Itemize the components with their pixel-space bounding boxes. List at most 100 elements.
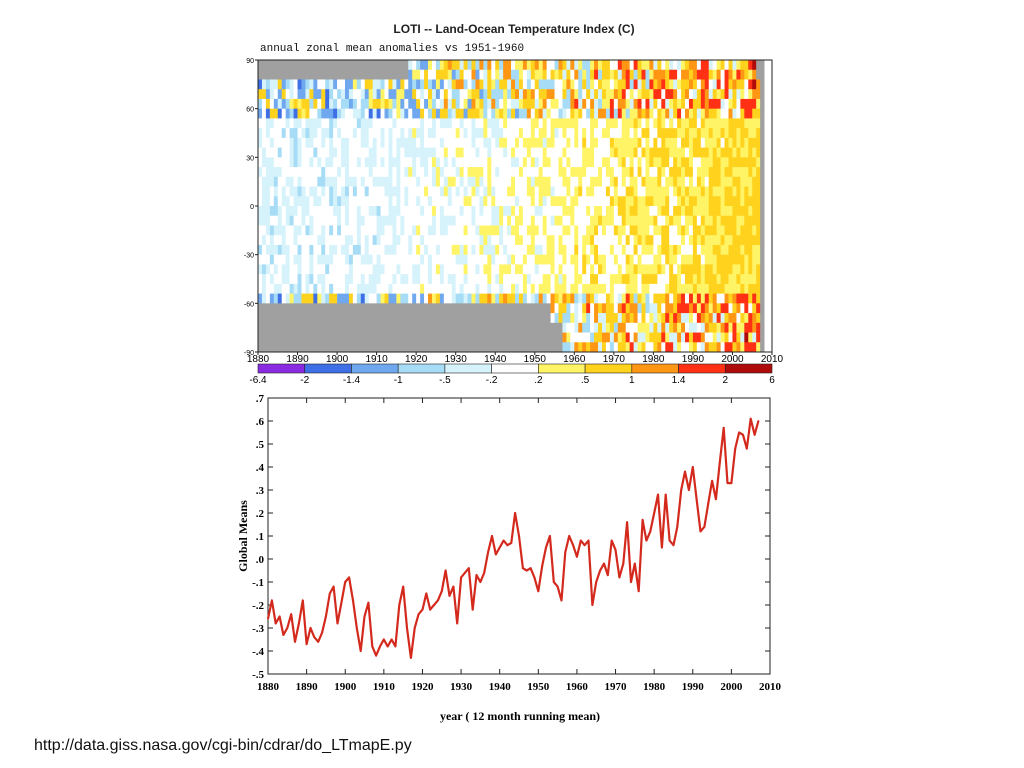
heatmap-cell xyxy=(629,89,635,100)
heatmap-cell xyxy=(368,274,374,285)
heatmap-cell xyxy=(443,215,449,226)
heatmap-cell xyxy=(507,254,512,265)
heatmap-cell xyxy=(269,274,275,285)
heatmap-cell xyxy=(325,225,330,236)
heatmap-cell xyxy=(265,303,271,314)
heatmap-cell xyxy=(586,283,591,294)
heatmap-cell xyxy=(293,293,298,304)
heatmap-cell xyxy=(352,89,358,100)
heatmap-cell xyxy=(435,79,441,90)
heatmap-cell xyxy=(748,118,753,129)
heatmap-cell xyxy=(297,118,302,129)
heatmap-cell xyxy=(756,332,761,343)
heatmap-cell xyxy=(653,274,658,285)
heatmap-cell xyxy=(601,157,607,168)
heatmap-cell xyxy=(392,98,397,110)
heatmap-cell xyxy=(301,98,306,110)
heatmap-cell xyxy=(301,89,306,100)
heatmap-cell xyxy=(467,147,472,158)
heatmap-cell xyxy=(499,244,504,256)
heatmap-cell xyxy=(732,60,737,71)
heatmap-cell xyxy=(341,313,346,324)
heatmap-cell xyxy=(333,274,338,285)
heatmap-cell xyxy=(431,342,437,353)
heatmap-cell xyxy=(669,167,674,178)
heatmap-cell xyxy=(590,157,595,168)
heatmap-cell xyxy=(605,293,611,304)
heatmap-cell xyxy=(570,244,575,256)
heatmap-cell xyxy=(708,206,714,217)
heatmap-cell xyxy=(681,342,686,353)
heatmap-cell xyxy=(562,186,567,197)
heatmap-cell xyxy=(408,254,413,265)
heatmap-cell xyxy=(380,128,385,139)
data-point xyxy=(274,622,277,625)
heatmap-cell xyxy=(522,137,528,148)
heatmap-cell xyxy=(574,167,579,178)
heatmap-cell xyxy=(685,342,690,353)
heatmap-cell xyxy=(613,274,619,285)
heatmap-cell xyxy=(285,137,291,148)
heatmap-cell xyxy=(348,254,354,265)
heatmap-cell xyxy=(700,206,706,217)
heatmap-cell xyxy=(301,264,306,275)
heatmap-cell xyxy=(285,313,291,324)
heatmap-cell xyxy=(431,176,437,187)
heatmap-cell xyxy=(752,196,757,207)
heatmap-cell xyxy=(301,206,306,217)
heatmap-cell xyxy=(744,264,749,275)
heatmap-cell xyxy=(515,293,520,304)
heatmap-cell xyxy=(344,108,350,119)
heatmap-cell xyxy=(605,274,611,285)
heatmap-cell xyxy=(420,235,425,246)
heatmap-cell xyxy=(637,332,642,343)
heatmap-cell xyxy=(685,79,690,90)
heatmap-cell xyxy=(522,235,528,246)
heatmap-cell xyxy=(712,128,718,139)
heatmap-cell xyxy=(372,196,378,207)
heatmap-cell xyxy=(317,303,322,314)
heatmap-cell xyxy=(503,293,508,304)
heatmap-cell xyxy=(578,167,583,178)
heatmap-cell xyxy=(594,225,599,236)
heatmap-y-tick-label: -90 xyxy=(244,350,254,357)
heatmap-cell xyxy=(645,98,650,110)
heatmap-cell xyxy=(447,264,453,275)
heatmap-cell xyxy=(479,69,484,80)
heatmap-cell xyxy=(724,79,729,90)
heatmap-cell xyxy=(277,128,283,139)
heatmap-cell xyxy=(487,98,492,110)
heatmap-cell xyxy=(321,206,326,217)
heatmap-cell xyxy=(376,147,381,158)
heatmap-cell xyxy=(344,332,350,343)
heatmap-cell xyxy=(657,89,662,100)
heatmap-cell xyxy=(341,303,346,314)
source-url[interactable]: http://data.giss.nasa.gov/cgi-bin/cdrar/… xyxy=(34,737,412,754)
heatmap-cell xyxy=(317,79,322,90)
heatmap-cell xyxy=(281,196,287,207)
heatmap-cell xyxy=(416,264,421,275)
heatmap-cell xyxy=(538,342,544,353)
heatmap-cell xyxy=(277,274,283,285)
heatmap-cell xyxy=(293,108,298,119)
heatmap-cell xyxy=(309,215,314,226)
heatmap-cell xyxy=(645,274,650,285)
heatmap-cell xyxy=(435,206,441,217)
heatmap-cell xyxy=(566,157,571,168)
line-y-tick-label: .5 xyxy=(256,439,265,451)
heatmap-cell xyxy=(653,147,658,158)
heatmap-cell xyxy=(325,137,330,148)
heatmap-cell xyxy=(301,313,306,324)
heatmap-cell xyxy=(681,322,686,333)
heatmap-cell xyxy=(503,264,508,275)
heatmap-cell xyxy=(653,225,658,236)
heatmap-cell xyxy=(281,157,287,168)
heatmap-cell xyxy=(443,176,449,187)
heatmap-cell xyxy=(728,89,733,100)
heatmap-cell xyxy=(309,196,314,207)
heatmap-cell xyxy=(376,244,381,256)
heatmap-cell xyxy=(598,283,603,294)
heatmap-cell xyxy=(408,196,413,207)
heatmap-cell xyxy=(400,206,405,217)
heatmap-cell xyxy=(546,118,551,129)
